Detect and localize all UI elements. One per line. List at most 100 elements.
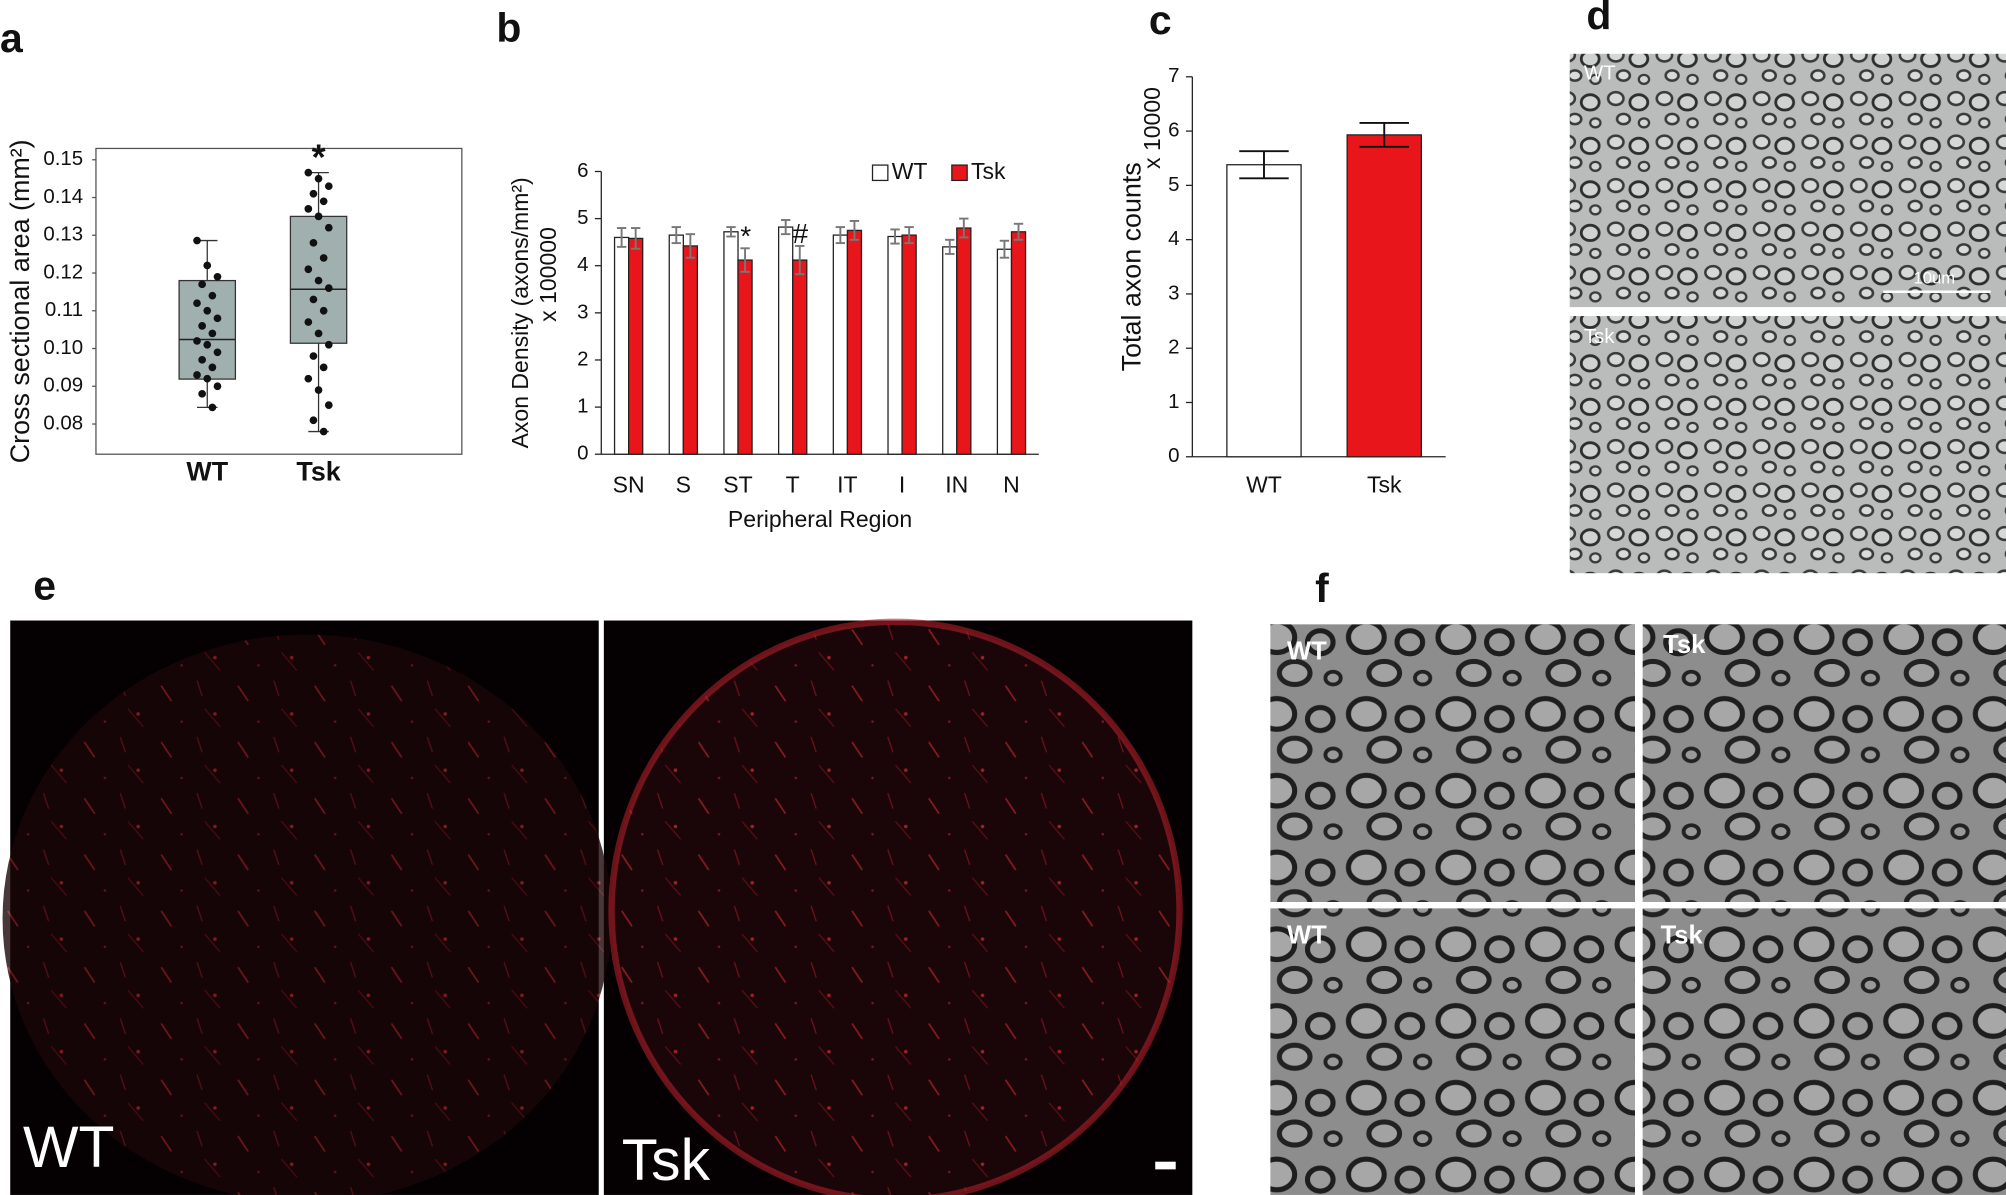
data-point [324,284,333,292]
data-point [324,340,333,349]
data-point [319,254,328,262]
data-point [304,205,313,213]
data-point [208,363,217,372]
data-point [319,306,328,315]
x-tick-label: Tsk [296,456,340,486]
data-point [213,314,222,323]
x-tick-label: SN [613,471,645,497]
bar [996,248,1013,455]
data-point [319,197,328,206]
y-tick-label: 4 [577,253,588,276]
data-point [193,337,201,345]
bar [668,234,684,455]
annotation: * [312,137,326,177]
bar [613,236,630,455]
micrograph [1642,908,2006,1195]
data-point [309,295,318,304]
scale-label: 10um [1914,268,1956,287]
image-label: WT [1584,62,1616,85]
data-point [213,382,222,391]
annotation: # [793,218,809,249]
x-tick-label: ST [723,471,752,497]
bar [777,226,794,455]
y-tick-label: 0.09 [43,374,83,397]
y-tick-label: 1 [1168,390,1179,413]
bar [737,259,753,455]
data-point [304,265,313,274]
data-point [193,371,201,379]
panel-label: e [33,562,56,608]
data-point [203,306,212,315]
micrograph [1642,624,2006,902]
y-tick-label: 3 [577,300,588,323]
bar [1010,231,1027,455]
y-axis-label: Axon Density (axons/mm²) [507,177,533,448]
y-tick-label: 0.13 [43,223,83,246]
bar [901,234,917,455]
data-point [324,223,333,232]
micrograph [1569,53,2006,308]
bar [682,245,699,455]
x-tick-label: IN [945,471,968,497]
data-point [309,189,318,198]
data-point [208,329,217,338]
data-point [193,236,201,245]
y-axis-label: Total axon counts [1117,162,1147,371]
image-label: Tsk [622,1128,711,1193]
y-axis-unit: x 10000 [1139,87,1165,169]
data-point [309,352,318,360]
micrograph [1270,908,1635,1195]
y-tick-label: 5 [577,206,588,229]
image-label: Tsk [1661,921,1704,949]
bar [846,229,863,455]
panel-label: c [1149,0,1172,43]
y-tick-label: 4 [1168,227,1179,250]
data-point [198,280,206,289]
data-point [319,363,328,372]
image-label: Tsk [1584,325,1615,348]
x-tick-label: I [899,471,905,497]
y-tick-label: 0.10 [43,336,83,359]
nerve-section [2,634,612,1195]
legend-label: Tsk [971,158,1006,184]
data-point [304,318,313,326]
y-tick-label: 0.08 [43,411,83,434]
data-point [203,261,212,270]
bar [1346,134,1422,458]
data-point [198,322,206,330]
bar [832,234,849,455]
data-point [213,272,222,281]
x-tick-label: WT [186,456,228,486]
data-point [198,356,206,364]
micrograph [1270,624,1635,902]
y-axis-label: Cross sectional area (mm²) [5,139,35,463]
y-tick-label: 0.14 [43,185,83,208]
y-tick-label: 6 [1168,118,1179,141]
data-point [309,416,318,425]
y-tick-label: 0 [577,442,588,465]
data-point [314,212,323,221]
y-tick-label: 5 [1168,173,1179,196]
x-tick-label: T [786,471,800,497]
data-point [208,291,217,300]
legend-swatch [951,164,968,182]
data-point [324,401,333,409]
y-tick-label: 2 [1168,336,1179,359]
y-tick-label: 0.11 [45,298,83,321]
y-tick-label: 7 [1168,64,1179,87]
y-axis-unit: x 100000 [535,227,561,322]
bar [956,227,972,455]
data-point [203,340,212,349]
data-point [324,182,333,191]
image-label: WT [23,1115,114,1180]
data-point [314,329,323,338]
bar [723,231,739,455]
x-tick-label: S [676,471,691,497]
image-label: WT [1287,637,1327,665]
data-point [193,299,201,308]
data-point [213,348,222,357]
plot-frame [95,147,463,455]
legend-swatch [871,164,889,182]
data-point [314,276,323,285]
bar [627,237,644,455]
